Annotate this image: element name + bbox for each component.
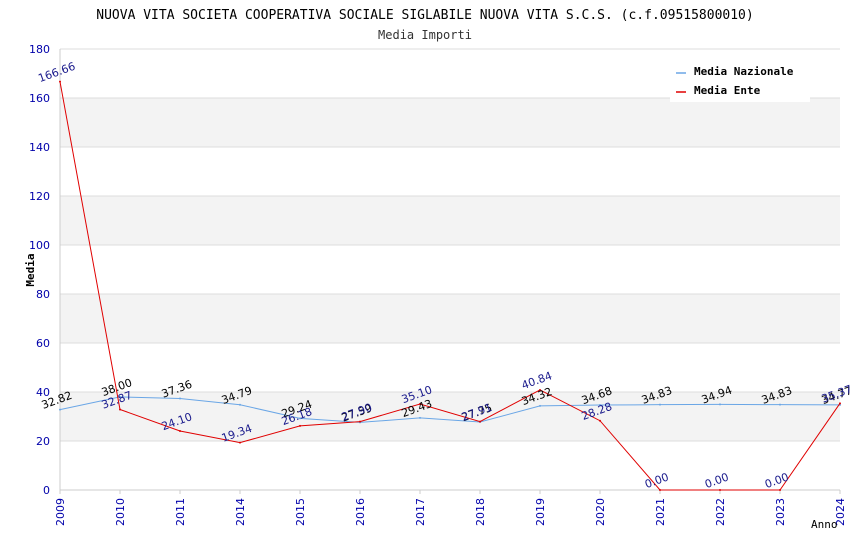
chart-title: NUOVA VITA SOCIETA COOPERATIVA SOCIALE S…	[96, 8, 753, 23]
series-group	[59, 80, 841, 491]
data-point	[659, 489, 661, 491]
data-point	[119, 408, 121, 411]
data-point	[119, 395, 121, 398]
x-axis-tick-labels: 2009 2010 2011 2014 2015 2016 2017 2018 2019 2020…	[54, 498, 847, 526]
legend: Media Nazionale Media Ente	[670, 60, 810, 102]
y-axis-label: Media	[24, 253, 37, 286]
x-axis-label: Anno	[811, 518, 838, 531]
data-point	[179, 429, 181, 432]
data-point	[179, 397, 181, 400]
series-line-media-nazionale	[59, 396, 841, 423]
y-tick-label: 180	[29, 43, 50, 56]
x-tick-label: 2011	[174, 498, 187, 526]
x-tick-label: 2017	[414, 498, 427, 526]
legend-label-media-nazionale: Media Nazionale	[694, 65, 794, 78]
x-tick-label: 2018	[474, 498, 487, 526]
x-tick-label: 2016	[354, 498, 367, 526]
chart-subtitle: Media Importi	[378, 28, 472, 42]
y-tick-label: 140	[29, 141, 50, 154]
data-point	[419, 403, 421, 406]
data-point	[779, 489, 781, 491]
data-point	[359, 420, 361, 423]
x-tick-label: 2022	[714, 498, 727, 526]
plot-band	[60, 98, 840, 147]
data-point	[299, 424, 301, 427]
x-tick-label: 2024	[834, 498, 847, 526]
data-point	[719, 489, 721, 491]
plot-band	[60, 294, 840, 343]
data-point	[719, 403, 721, 406]
y-tick-label: 120	[29, 190, 50, 203]
data-point	[599, 404, 601, 407]
series-line-media-ente	[59, 81, 841, 491]
y-tick-label: 100	[29, 239, 50, 252]
y-tick-label: 160	[29, 92, 50, 105]
plot-band	[60, 147, 840, 196]
plot-band	[60, 196, 840, 245]
x-tick-label: 2020	[594, 498, 607, 526]
data-point	[239, 403, 241, 406]
data-point	[239, 441, 241, 444]
plot-band	[60, 245, 840, 294]
y-tick-label: 80	[36, 288, 50, 301]
data-point	[659, 403, 661, 406]
y-tick-label: 20	[36, 435, 50, 448]
x-tick-label: 2019	[534, 498, 547, 526]
y-tick-label: 40	[36, 386, 50, 399]
data-point	[539, 404, 541, 407]
data-point	[539, 388, 541, 391]
x-tick-label: 2014	[234, 498, 247, 526]
data-point	[479, 420, 481, 423]
legend-label-media-ente: Media Ente	[694, 84, 761, 97]
y-axis-tick-labels: 0 20 40 60 80 100 120 140 160 180	[29, 43, 50, 497]
plot-background-bands	[60, 49, 840, 490]
x-tick-label: 2010	[114, 498, 127, 526]
y-tick-label: 60	[36, 337, 50, 350]
data-point	[59, 408, 61, 411]
horizontal-gridlines	[60, 48, 840, 491]
data-point	[59, 80, 61, 83]
data-point	[599, 419, 601, 422]
x-tick-label: 2015	[294, 498, 307, 526]
legend-box	[670, 60, 810, 102]
plot-band	[60, 441, 840, 490]
plot-band	[60, 343, 840, 392]
data-point	[839, 402, 841, 405]
y-tick-label: 0	[43, 484, 50, 497]
data-point	[779, 403, 781, 406]
data-point	[419, 416, 421, 419]
x-tick-label: 2023	[774, 498, 787, 526]
x-tick-label: 2009	[54, 498, 67, 526]
x-tick-label: 2021	[654, 498, 667, 526]
data-point	[299, 417, 301, 420]
